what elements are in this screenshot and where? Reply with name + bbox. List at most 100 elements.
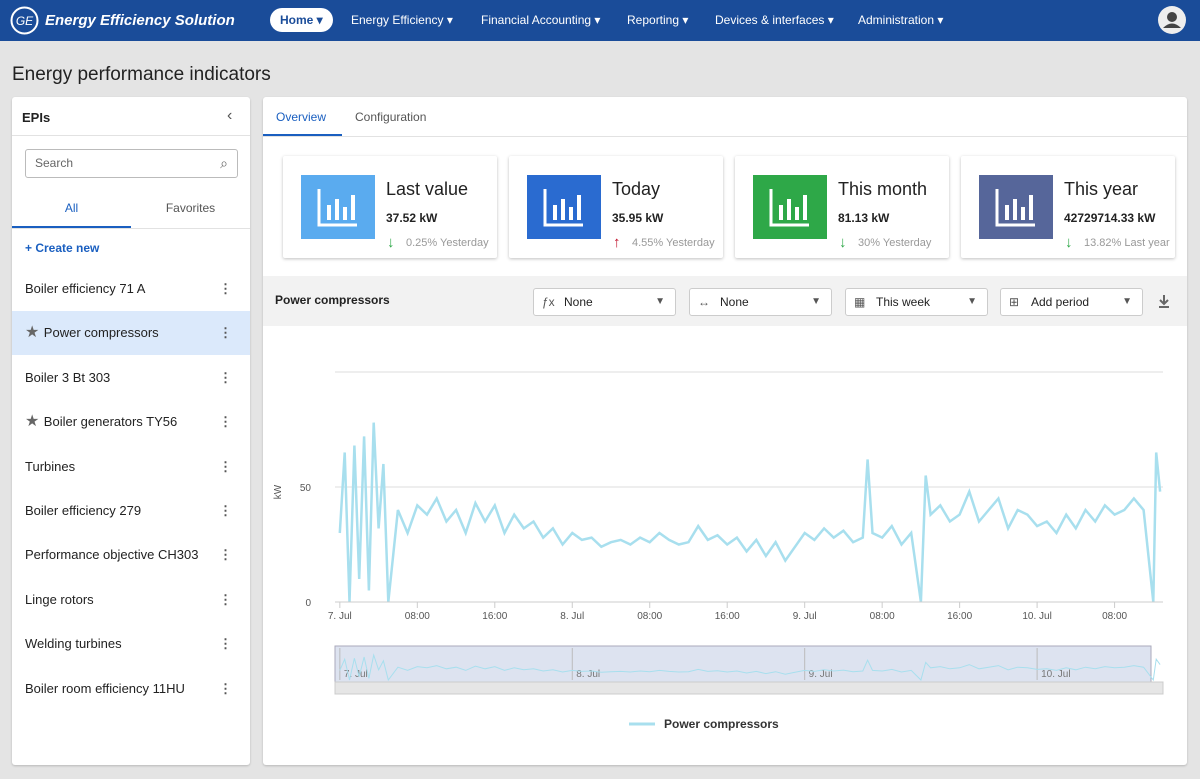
kpi-card: This month 81.13 kW ↓ 30% Yesterday: [735, 156, 949, 258]
list-item[interactable]: Welding turbines ⋮: [12, 622, 250, 666]
list-item[interactable]: Boiler efficiency 71 A ⋮: [12, 267, 250, 311]
kpi-value: 81.13 kW: [838, 211, 890, 225]
kpi-value: 42729714.33 kW: [1064, 211, 1156, 225]
favorite-star[interactable]: ★: [25, 413, 44, 431]
favorite-star[interactable]: ★: [25, 324, 44, 342]
filter-value: None: [564, 295, 593, 309]
kpi-title: This month: [838, 179, 928, 199]
item-menu[interactable]: ⋮: [219, 591, 232, 607]
x-tick-label: 10. Jul: [1022, 611, 1051, 622]
list-item[interactable]: Boiler efficiency 279 ⋮: [12, 489, 250, 533]
list-item[interactable]: ★ Boiler generators TY56 ⋮: [12, 400, 250, 444]
kpi-icon: [979, 175, 1053, 239]
kpi-change: 4.55% Yesterday: [632, 237, 715, 249]
filter-icon: ↔: [698, 295, 710, 309]
kpi-change: 0.25% Yesterday: [406, 237, 489, 249]
filter-select[interactable]: ▦ This week ▼: [845, 288, 988, 316]
list-item[interactable]: Boiler room efficiency 11HU ⋮: [12, 667, 250, 711]
nav-item[interactable]: Administration ▾: [858, 13, 944, 27]
list-item[interactable]: Turbines ⋮: [12, 445, 250, 489]
item-menu[interactable]: ⋮: [219, 458, 232, 474]
filter-icon: ƒx: [542, 295, 555, 309]
item-menu[interactable]: ⋮: [219, 281, 232, 296]
tab[interactable]: Overview: [276, 110, 327, 124]
item-label: Linge rotors: [25, 591, 94, 607]
avatar[interactable]: [1158, 6, 1186, 34]
item-menu[interactable]: ⋮: [219, 503, 232, 518]
x-tick-label: 08:00: [637, 611, 662, 622]
tab-indicator: [263, 134, 342, 136]
navigator[interactable]: [334, 645, 1152, 683]
nav-item[interactable]: Financial Accounting ▾: [481, 13, 601, 27]
kpi-icon: [527, 175, 601, 239]
caret: ▾: [679, 13, 689, 27]
item-label: Boiler efficiency 71 A: [25, 281, 146, 296]
nav-item[interactable]: Reporting ▾: [627, 13, 689, 27]
create-label: Create new: [35, 241, 100, 255]
tab[interactable]: Favorites: [165, 201, 216, 215]
sidebar: EPIs ‹ Search ⌕ All Favorites + Create ne…: [12, 97, 250, 765]
y-tick-label: 50: [300, 483, 312, 494]
item-label: Power compressors: [43, 325, 159, 341]
filter-icon: ▦: [854, 295, 866, 309]
item-menu[interactable]: ⋮: [219, 547, 232, 563]
kpi-value: 35.95 kW: [612, 211, 664, 225]
scrollbar[interactable]: [334, 681, 1164, 695]
panel-title: Power compressors: [275, 293, 390, 307]
item-label: Boiler efficiency 279: [25, 503, 142, 518]
caret: ▾: [313, 13, 323, 27]
tab[interactable]: Configuration: [355, 110, 427, 124]
list-item[interactable]: Performance objective CH303 ⋮: [12, 533, 250, 577]
x-tick-label: 9. Jul: [793, 611, 817, 622]
x-tick-label: 7. Jul: [328, 611, 352, 622]
item-label: Boiler generators TY56: [43, 414, 178, 430]
trend-arrow: ↑: [613, 234, 621, 251]
item-menu[interactable]: ⋮: [219, 414, 232, 430]
item-menu[interactable]: ⋮: [219, 369, 232, 385]
navigator-label: 10. Jul: [1041, 669, 1070, 680]
item-label: Turbines: [25, 458, 76, 474]
x-tick-label: 8. Jul: [560, 611, 584, 622]
collapse[interactable]: ‹: [227, 107, 233, 124]
search[interactable]: Search ⌕: [25, 149, 238, 178]
caret: ▾: [824, 13, 834, 27]
list-item[interactable]: ★ Power compressors ⋮: [12, 311, 250, 356]
filter-select[interactable]: ƒx None ▼: [533, 288, 676, 316]
logo: GE: [10, 6, 39, 35]
header: GE Energy Efficiency Solution Home ▾ Ener…: [0, 0, 1200, 41]
filter-value: Add period: [1031, 295, 1090, 309]
nav-item[interactable]: Energy Efficiency ▾: [351, 13, 453, 27]
caret: ▼: [655, 296, 665, 307]
search-placeholder: Search: [35, 156, 74, 170]
y-tick-label: 0: [305, 598, 311, 609]
item-menu[interactable]: ⋮: [219, 325, 232, 341]
item-menu[interactable]: ⋮: [219, 680, 232, 696]
x-tick-label: 08:00: [870, 611, 895, 622]
y-axis-label: kW: [273, 484, 284, 499]
item-label: Welding turbines: [25, 636, 122, 652]
nav-item[interactable]: Devices & interfaces ▾: [715, 13, 834, 27]
caret: ▾: [591, 13, 601, 27]
kpi-title: Last value: [386, 179, 469, 199]
kpi-card: Today 35.95 kW ↑ 4.55% Yesterday: [509, 156, 723, 258]
item-menu[interactable]: ⋮: [219, 636, 232, 652]
app-title: Energy Efficiency Solution: [45, 12, 235, 29]
kpi-change: 13.82% Last year: [1084, 237, 1170, 249]
kpi-icon: [301, 175, 375, 239]
divider: [12, 135, 250, 136]
item-label: Boiler room efficiency 11HU: [25, 680, 185, 696]
filter-icon: ⊞: [1009, 295, 1020, 309]
x-tick-label: 16:00: [715, 611, 740, 622]
list-item[interactable]: Linge rotors ⋮: [12, 578, 250, 622]
download[interactable]: [1156, 293, 1172, 309]
trend-arrow: ↓: [839, 234, 847, 251]
list-item[interactable]: Boiler 3 Bt 303 ⋮: [12, 356, 250, 400]
nav-item[interactable]: Home ▾: [270, 8, 333, 32]
create-new[interactable]: + Create new: [25, 241, 100, 255]
filter-select[interactable]: ⊞ Add period ▼: [1000, 288, 1143, 316]
tab[interactable]: All: [64, 201, 79, 215]
divider: [12, 228, 250, 229]
filter-select[interactable]: ↔ None ▼: [689, 288, 832, 316]
trend-arrow: ↓: [1065, 234, 1073, 251]
